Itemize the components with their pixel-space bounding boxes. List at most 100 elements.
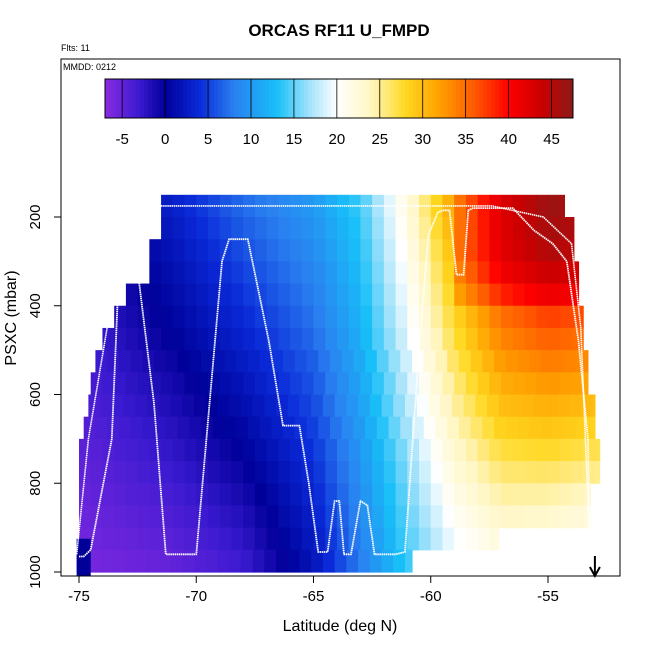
heatmap-cell [196,283,209,307]
heatmap-cell [254,527,268,551]
heatmap-cell [395,305,408,329]
heatmap-cell [336,261,350,285]
heatmap-cell [494,416,507,440]
heatmap-cell [442,505,455,529]
heatmap-cell [498,394,512,418]
heatmap-cell [219,505,233,529]
flight-tracks [75,205,592,558]
heatmap-cell [100,394,113,418]
heatmap-cell [442,194,455,218]
heatmap-cell [383,372,397,396]
heatmap-cell [254,327,268,351]
heatmap-cell [125,483,139,507]
colorbar-segment [175,79,180,118]
heatmap-cell [254,438,268,462]
heatmap-cell [430,283,444,307]
heatmap-cell [231,217,244,240]
heatmap-cell [137,372,150,396]
colorbar-segment [393,79,398,118]
heatmap-cell [360,461,373,484]
heatmap-cell [149,505,162,529]
heatmap-cell [512,305,526,329]
heatmap-cell [372,505,385,529]
heatmap-cell [348,239,361,262]
heatmap-cell [177,350,190,373]
heatmap-cell [325,438,338,462]
heatmap-cell [372,483,385,507]
heatmap-cell [477,217,490,240]
heatmap-cell [512,283,526,307]
heatmap-cell [219,461,233,484]
heatmap-cell [264,549,277,573]
colorbar-segment [432,79,437,118]
heatmap-cell [259,416,272,440]
heatmap-cell [301,239,315,262]
heatmap-cell [419,461,432,484]
heatmap-cell [161,261,174,285]
heatmap-cell [559,483,573,507]
heatmap-cell [501,194,514,218]
heatmap-cell [559,461,573,484]
heatmap-cell [137,527,150,551]
heatmap-cell [266,505,279,529]
heatmap-cell [196,372,209,396]
colorbar-segment [307,79,313,118]
heatmap-cell [135,394,148,418]
heatmap-cell [290,305,303,329]
heatmap-cell [548,217,561,240]
heatmap-cell [419,194,432,218]
heatmap-cell [501,505,514,529]
heatmap-cell [207,283,221,307]
colorbar-segment [105,79,110,118]
heatmap-cell [512,261,526,285]
colorbar-tick-label: 35 [457,131,474,148]
heatmap-cell [360,483,373,507]
colorbar-segment [315,79,320,118]
heatmap-cell [423,350,437,373]
x-tick-label: -70 [185,588,207,605]
heatmap-cell [243,438,256,462]
heatmap-cell [90,505,104,529]
heatmap-cell [536,483,549,507]
heatmap-cell [184,505,197,529]
heatmap-cell [559,283,573,307]
heatmap-cell [278,372,291,396]
heatmap-cell [442,239,455,262]
heatmap-cell [372,327,385,351]
heatmap-cell [243,483,256,507]
colorbar-segment [186,79,192,118]
heatmap-cell [512,372,526,396]
colorbar-segment [483,79,488,118]
colorbar-segment [346,79,352,118]
heatmap-cell [372,461,385,484]
colorbar-segment [370,79,375,118]
heatmap-cell [196,261,209,285]
heatmap-cell [372,217,385,240]
heatmap-cell [229,394,242,418]
heatmap-cell [430,327,444,351]
heatmap-cell [125,527,139,551]
heatmap-cell [231,261,244,285]
heatmap-cell [463,394,476,418]
heatmap-cell [372,438,385,462]
heatmap-cell [489,217,502,240]
heatmap-cell [219,194,233,218]
colorbar-segment [132,79,137,118]
heatmap-cell [90,438,104,462]
heatmap-cell [395,505,408,529]
heatmap-cell [482,350,495,373]
heatmap-cell [301,527,315,551]
heatmap-cell [266,305,279,329]
colorbar-segment [378,79,383,118]
heatmap-cell [219,239,233,262]
heatmap-cell [548,327,561,351]
heatmap-cell [229,549,242,573]
heatmap-cell [505,416,519,440]
heatmap-cell [407,239,420,262]
colorbar-segment [374,79,379,118]
heatmap-cell [301,283,315,307]
heatmap-cell [76,538,91,577]
heatmap [76,194,601,577]
heatmap-cell [196,438,209,462]
heatmap-cell [118,350,132,373]
